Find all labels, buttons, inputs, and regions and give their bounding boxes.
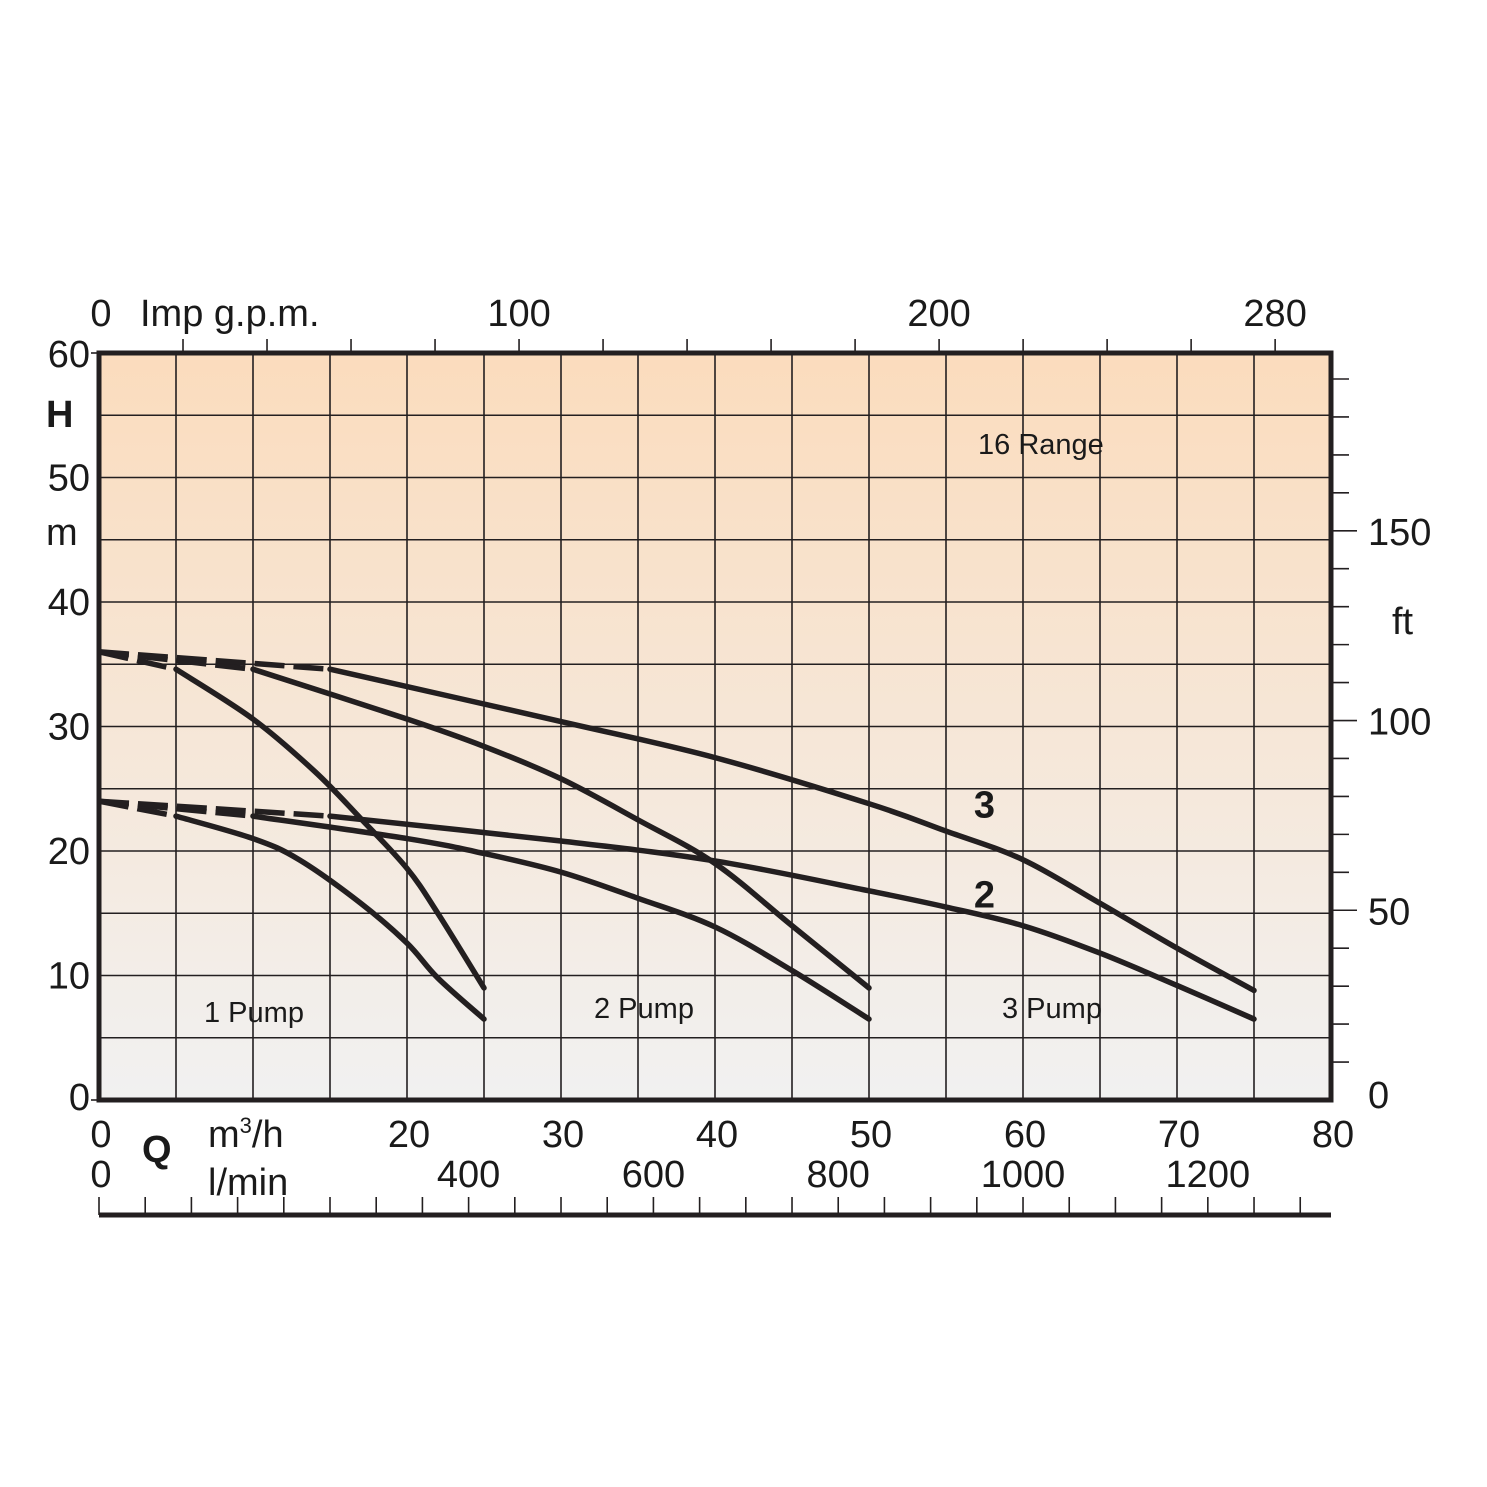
lmin-tick-label: 800 <box>807 1154 870 1196</box>
unit-sup: 3 <box>240 1113 252 1138</box>
right-tick-label: 0 <box>1368 1075 1389 1117</box>
grid-lines <box>99 353 1331 1100</box>
right-tick-label: 100 <box>1368 702 1431 744</box>
bottom-tick-label: 0 <box>90 1114 111 1156</box>
bottom-tick-label: 70 <box>1158 1114 1200 1156</box>
curve-solid-segment <box>327 813 1257 1022</box>
top-axis-unit: Imp g.p.m. <box>140 293 320 335</box>
left-tick-label: 30 <box>48 707 90 749</box>
lmin-tick-label: 1200 <box>1166 1154 1251 1196</box>
curve-solid-segment <box>327 666 1257 994</box>
bottom-tick-label: 50 <box>850 1114 892 1156</box>
range-annotation: 16 Range <box>978 429 1104 461</box>
left-axis-unit: m <box>46 512 78 554</box>
curve-2-pump-3 <box>98 798 1257 1022</box>
top-tick-label: 0 <box>90 293 111 335</box>
left-tick-label: 10 <box>48 956 90 998</box>
lmin-tick-label: 400 <box>437 1154 500 1196</box>
unit-m: m <box>208 1114 240 1156</box>
pump-curves <box>98 649 1257 1022</box>
curve-number-label: 3 <box>974 785 995 827</box>
bottom-axis-unit: m3/h <box>208 1113 284 1156</box>
curve-number-label: 2 <box>974 874 995 916</box>
pump2-annotation: 2 Pump <box>594 993 694 1025</box>
top-tick-label: 280 <box>1243 293 1306 335</box>
left-tick-label: 50 <box>48 458 90 500</box>
right-tick-label: 150 <box>1368 512 1431 554</box>
lmin-axis <box>98 1197 1331 1218</box>
pump1-annotation: 1 Pump <box>204 997 304 1029</box>
plot-frame <box>96 350 1334 1103</box>
top-tick-label: 200 <box>907 293 970 335</box>
left-tick-label: 40 <box>48 582 90 624</box>
curve-solid-segment <box>250 813 872 1022</box>
bottom-tick-label: 30 <box>542 1114 584 1156</box>
bottom2-axis-unit: l/min <box>208 1162 288 1204</box>
bottom-tick-label: 80 <box>1312 1114 1354 1156</box>
lmin-tick-label: 1000 <box>981 1154 1066 1196</box>
top-tick-label: 100 <box>487 293 550 335</box>
bottom-tick-label: 60 <box>1004 1114 1046 1156</box>
bottom-axis-symbol: Q <box>142 1129 172 1171</box>
curve-3-pump-3 <box>98 649 1257 994</box>
left-tick-label: 20 <box>48 831 90 873</box>
curve-solid-segment <box>250 666 872 991</box>
right-tick-label: 50 <box>1368 891 1410 933</box>
bottom-tick-label: 40 <box>696 1114 738 1156</box>
curve-labels: 32 <box>974 785 995 917</box>
left-axis-symbol: H <box>46 394 73 436</box>
left-tick-label: 60 <box>48 334 90 376</box>
pump3-annotation: 3 Pump <box>1002 993 1102 1025</box>
curve-solid-segment <box>173 813 487 1022</box>
left-tick-label: 0 <box>69 1077 90 1119</box>
bottom-tick-label: 20 <box>388 1114 430 1156</box>
lmin-tick-label: 600 <box>622 1154 685 1196</box>
lmin-tick-label: 0 <box>90 1154 111 1196</box>
right-axis-unit: ft <box>1392 601 1414 643</box>
unit-rest: /h <box>252 1114 284 1156</box>
